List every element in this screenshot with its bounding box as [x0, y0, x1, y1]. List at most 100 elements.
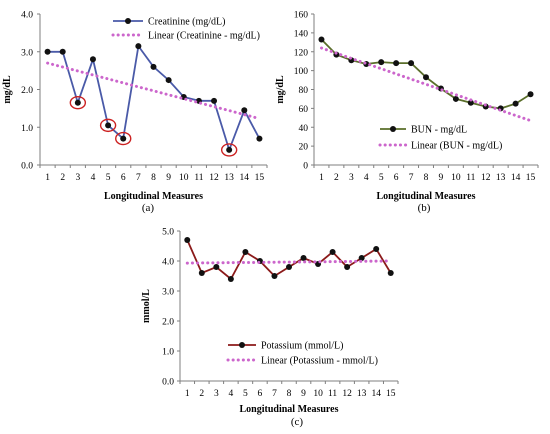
y-tick-label: 20	[299, 143, 309, 153]
data-point-marker	[165, 77, 172, 84]
x-tick-label: 13	[357, 389, 367, 399]
x-tick-label: 4	[91, 173, 96, 183]
x-tick-label: 15	[526, 173, 536, 183]
y-tick-label: 60	[299, 105, 309, 115]
x-tick-label: 13	[496, 173, 506, 183]
y-tick-label: 1.0	[162, 348, 174, 358]
chart-legend: Creatinine (mg/dL) Linear (Creatinine - m…	[111, 17, 260, 42]
x-tick-label: 11	[466, 173, 475, 183]
x-tick-label: 6	[258, 389, 263, 399]
y-tick-label: 120	[294, 48, 309, 58]
x-tick-label: 3	[214, 389, 219, 399]
panel-caption: (b)	[418, 202, 431, 214]
data-point-marker	[271, 273, 278, 279]
x-tick-label: 10	[179, 173, 189, 183]
data-point-marker	[467, 99, 474, 106]
x-axis-title: Longitudinal Measures	[377, 191, 476, 202]
legend-entry-label: Linear (Creatinine - mg/dL)	[148, 31, 260, 42]
chart-panel-1: 0.01.02.03.04.01 2 3 4 5 6 7 8 9 10 11 12 13 14 15Long…	[2, 11, 268, 214]
x-tick-label: 15	[255, 173, 265, 183]
data-point-marker	[512, 100, 519, 107]
x-tick-label: 5	[243, 389, 248, 399]
x-tick-label: 14	[371, 389, 381, 399]
chart-panel-3: 0.01.02.03.04.05.01 2 3 4 5 6 7 8 9 10 11 12 13 14 15L…	[141, 228, 399, 428]
y-tick-label: 0	[303, 162, 308, 172]
x-tick-label: 7	[272, 389, 277, 399]
x-tick-label: 2	[334, 173, 339, 183]
y-tick-label: 2.0	[21, 86, 33, 96]
x-tick-label: 2	[199, 389, 204, 399]
x-tick-label: 9	[166, 173, 171, 183]
x-tick-label: 5	[106, 173, 111, 183]
x-tick-label: 10	[451, 173, 461, 183]
x-tick-label: 4	[364, 173, 369, 183]
x-tick-label: 4	[228, 389, 233, 399]
data-point-marker	[378, 59, 385, 66]
x-tick-label: 10	[313, 389, 323, 399]
y-axis-title: mmol/L	[141, 289, 152, 323]
y-axis-title: mg/dL	[2, 75, 13, 104]
x-tick-label: 2	[60, 173, 65, 183]
data-point-marker	[286, 264, 292, 270]
legend-entry-label: Creatinine (mg/dL)	[148, 17, 225, 28]
x-tick-label: 6	[121, 173, 126, 183]
y-tick-label: 80	[299, 86, 309, 96]
data-point-marker	[198, 270, 205, 276]
x-tick-label: 8	[151, 173, 156, 183]
x-tick-label: 13	[224, 173, 234, 183]
data-point-marker	[150, 63, 157, 70]
y-tick-label: 2.0	[162, 318, 174, 328]
x-tick-label: 12	[481, 173, 491, 183]
y-tick-label: 140	[294, 29, 309, 39]
x-tick-label: 11	[194, 173, 203, 183]
y-tick-label: 3.0	[162, 288, 174, 298]
data-point-marker	[211, 97, 218, 104]
legend-swatch-marker	[125, 18, 131, 24]
y-tick-label: 3.0	[21, 48, 33, 58]
x-tick-label: 9	[301, 389, 306, 399]
x-axis-title: Longitudinal Measures	[104, 191, 203, 202]
data-point-marker	[387, 270, 394, 276]
data-point-marker	[527, 91, 534, 98]
data-point-marker	[184, 237, 191, 243]
x-tick-label: 11	[328, 389, 337, 399]
data-point-marker	[393, 60, 400, 67]
y-tick-label: 100	[294, 67, 309, 77]
data-point-marker	[120, 135, 127, 142]
panel-caption: (c)	[291, 416, 304, 428]
panel-caption: (a)	[142, 202, 155, 214]
legend-entry-label: BUN - mg/dL	[411, 125, 467, 136]
x-tick-label: 7	[136, 173, 141, 183]
y-tick-label: 0.0	[162, 378, 174, 388]
x-tick-label: 8	[424, 173, 429, 183]
legend-swatch-marker	[390, 126, 396, 132]
highlight-circle	[69, 96, 87, 110]
data-point-marker	[408, 60, 415, 67]
data-point-marker	[423, 74, 429, 81]
data-point-marker	[74, 99, 81, 106]
x-tick-label: 1	[45, 173, 50, 183]
x-tick-label: 6	[394, 173, 399, 183]
x-tick-label: 15	[386, 389, 396, 399]
y-axis-title: mg/dL	[275, 75, 286, 104]
x-tick-label: 7	[409, 173, 414, 183]
y-tick-label: 0.0	[21, 162, 33, 172]
y-tick-label: 40	[299, 124, 309, 134]
highlight-circle	[115, 131, 132, 146]
y-tick-label: 1.0	[21, 124, 33, 134]
trend-line-series	[185, 259, 393, 265]
legend-entry-label: Linear (Potassium - mmol/L)	[261, 356, 378, 367]
legend-entry-label: Potassium (mmol/L)	[261, 341, 344, 352]
data-point-marker	[344, 264, 351, 270]
x-axis-title: Longitudinal Measures	[240, 404, 339, 415]
data-point-marker	[242, 249, 249, 255]
x-tick-label: 12	[342, 389, 352, 399]
data-point-marker	[358, 255, 365, 261]
x-tick-label: 1	[185, 389, 190, 399]
x-tick-label: 14	[240, 173, 250, 183]
data-point-marker	[452, 95, 459, 102]
x-tick-label: 8	[287, 389, 292, 399]
data-point-marker	[59, 48, 66, 55]
